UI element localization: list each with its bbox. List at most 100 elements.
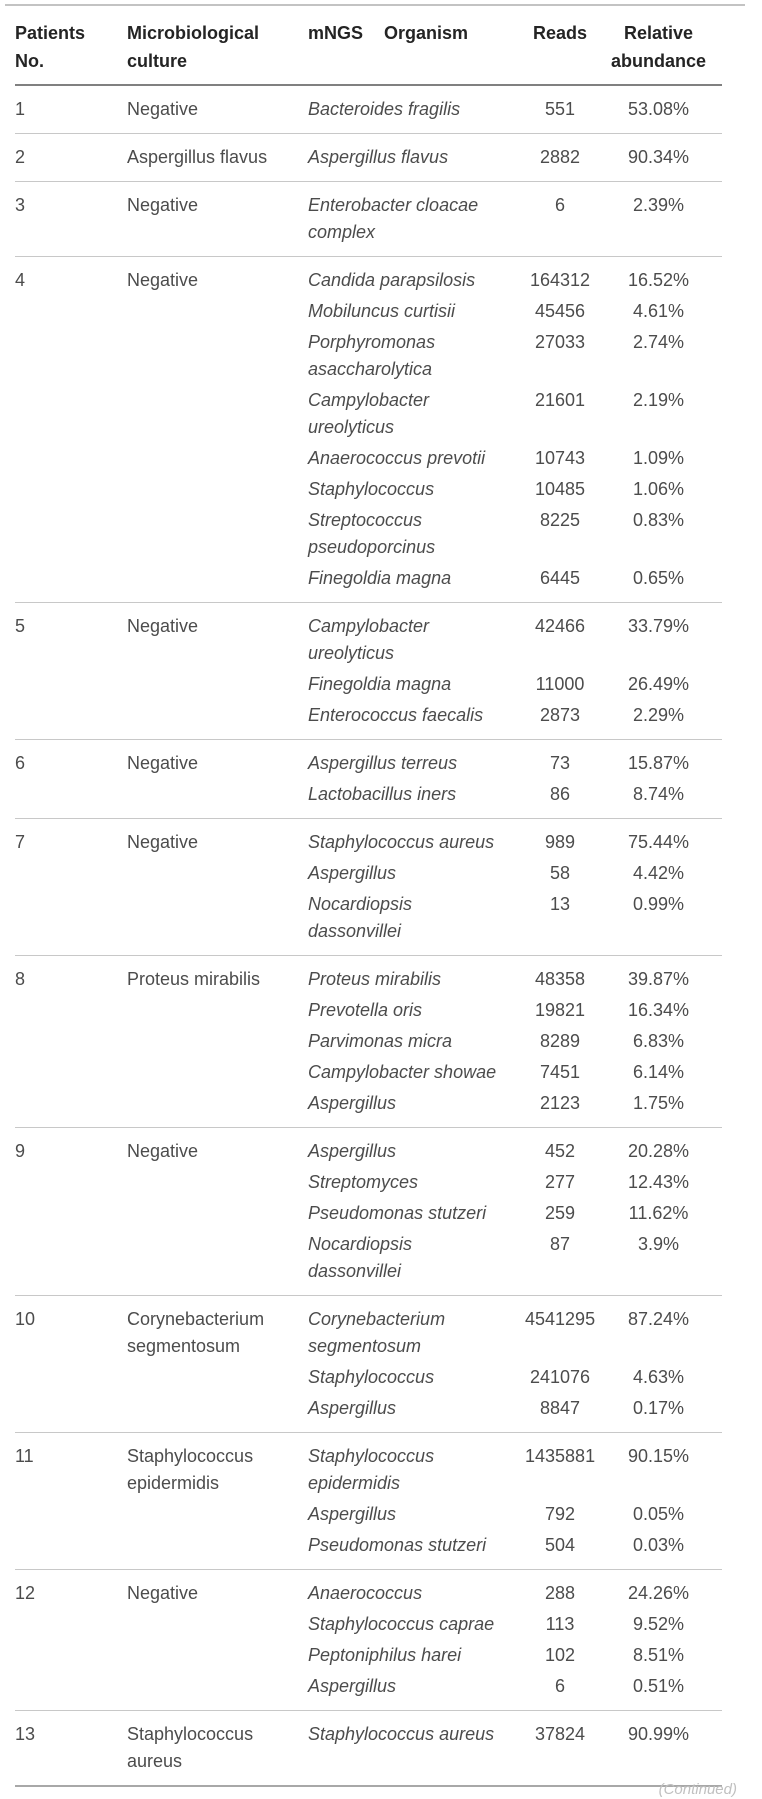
organism-name: Streptomyces	[308, 1172, 419, 1192]
abundance-value: 90.34%	[627, 147, 690, 167]
organism-row: Finegoldia magna 6445 0.65%	[308, 565, 722, 592]
abundance-value: 75.44%	[627, 832, 690, 852]
reads-value: 2882	[539, 147, 581, 167]
abundance-value: 4.63%	[632, 1367, 685, 1387]
organism-name: Nocardiopsis dassonvillei	[308, 894, 413, 941]
organism-list: Enterobacter cloacae complex 6 2.39%	[308, 192, 722, 246]
organism-row: Lactobacillus iners 86 8.74%	[308, 781, 722, 808]
organism-list: Corynebacterium segmentosum 4541295 87.2…	[308, 1306, 722, 1422]
patient-number: 3	[15, 195, 26, 215]
organism-list: Aspergillus terreus 73 15.87% Lactobacil…	[308, 750, 722, 808]
organism-name: Prevotella oris	[308, 1000, 423, 1020]
organism-name: Aspergillus	[308, 1676, 397, 1696]
abundance-value: 3.9%	[637, 1234, 680, 1254]
patient-number: 7	[15, 832, 26, 852]
patient-number: 11	[15, 1446, 34, 1466]
patient-row-group: 6 Negative Aspergillus terreus 73 15.87%…	[15, 740, 722, 819]
reads-value: 288	[544, 1583, 576, 1603]
culture-result: Staphylococcus aureus	[127, 1724, 254, 1771]
reads-value: 87	[549, 1234, 571, 1254]
organism-row: Campylobacter showae 7451 6.14%	[308, 1059, 722, 1086]
abundance-value: 0.17%	[632, 1398, 685, 1418]
patient-number: 12	[15, 1583, 36, 1603]
organism-list: Candida parapsilosis 164312 16.52% Mobil…	[308, 267, 722, 592]
organism-row: Streptococcus pseudoporcinus 8225 0.83%	[308, 507, 722, 561]
reads-value: 277	[544, 1172, 576, 1192]
patient-row-group: 3 Negative Enterobacter cloacae complex …	[15, 182, 722, 257]
reads-value: 551	[544, 99, 576, 119]
abundance-value: 33.79%	[627, 616, 690, 636]
organism-name: Aspergillus	[308, 863, 397, 883]
organism-row: Aspergillus flavus 2882 90.34%	[308, 144, 722, 171]
organism-list: Aspergillus 452 20.28% Streptomyces 277 …	[308, 1138, 722, 1285]
reads-value: 37824	[534, 1724, 586, 1744]
abundance-value: 16.52%	[627, 270, 690, 290]
reads-value: 48358	[534, 969, 586, 989]
reads-value: 8289	[539, 1031, 581, 1051]
abundance-value: 2.19%	[632, 390, 685, 410]
organism-name: Aspergillus	[308, 1398, 397, 1418]
reads-value: 42466	[534, 616, 586, 636]
organism-list: Campylobacter ureolyticus 42466 33.79% F…	[308, 613, 722, 729]
patient-row-group: 9 Negative Aspergillus 452 20.28% Strept…	[15, 1128, 722, 1296]
abundance-value: 16.34%	[627, 1000, 690, 1020]
reads-value: 19821	[534, 1000, 586, 1020]
organism-row: Parvimonas micra 8289 6.83%	[308, 1028, 722, 1055]
culture-result: Proteus mirabilis	[127, 969, 261, 989]
abundance-value: 2.29%	[632, 705, 685, 725]
reads-value: 4541295	[525, 1309, 596, 1329]
organism-name: Anaerococcus	[308, 1583, 423, 1603]
organism-row: Porphyromonas asaccharolytica 27033 2.74…	[308, 329, 722, 383]
organism-row: Aspergillus terreus 73 15.87%	[308, 750, 722, 777]
reads-value: 504	[544, 1535, 576, 1555]
reads-value: 21601	[534, 390, 586, 410]
organism-name: Lactobacillus iners	[308, 784, 457, 804]
reads-value: 8225	[539, 510, 581, 530]
organism-name: Aspergillus terreus	[308, 753, 458, 773]
abundance-value: 90.15%	[627, 1446, 690, 1466]
abundance-value: 4.61%	[632, 301, 685, 321]
culture-result: Negative	[127, 1583, 199, 1603]
organism-row: Pseudomonas stutzeri 259 11.62%	[308, 1200, 722, 1227]
col-header-culture: Microbiological culture	[127, 23, 260, 71]
col-header-patients-no: Patients No.	[15, 23, 86, 71]
culture-result: Negative	[127, 270, 199, 290]
patient-number: 5	[15, 616, 26, 636]
organism-name: Streptococcus pseudoporcinus	[308, 510, 436, 557]
abundance-value: 8.51%	[632, 1645, 685, 1665]
organism-row: Staphylococcus aureus 37824 90.99%	[308, 1721, 722, 1748]
organism-row: Staphylococcus epidermidis 1435881 90.15…	[308, 1443, 722, 1497]
abundance-value: 9.52%	[632, 1614, 685, 1634]
abundance-value: 0.05%	[632, 1504, 685, 1524]
patient-row-group: 13 Staphylococcus aureus Staphylococcus …	[15, 1711, 722, 1787]
organism-name: Enterobacter cloacae complex	[308, 195, 479, 242]
abundance-value: 87.24%	[627, 1309, 690, 1329]
organism-name: Campylobacter showae	[308, 1062, 497, 1082]
reads-value: 8847	[539, 1398, 581, 1418]
culture-result: Negative	[127, 99, 199, 119]
reads-value: 73	[549, 753, 571, 773]
abundance-value: 12.43%	[627, 1172, 690, 1192]
abundance-value: 0.51%	[632, 1676, 685, 1696]
culture-result: Negative	[127, 832, 199, 852]
reads-value: 164312	[529, 270, 591, 290]
organism-row: Staphylococcus 10485 1.06%	[308, 476, 722, 503]
reads-value: 113	[545, 1614, 575, 1634]
organism-name: Finegoldia magna	[308, 568, 452, 588]
abundance-value: 6.83%	[632, 1031, 685, 1051]
organism-name: Proteus mirabilis	[308, 969, 442, 989]
patient-number: 8	[15, 969, 26, 989]
col-header-relative-abundance: Relative abundance	[610, 23, 707, 71]
abundance-value: 6.14%	[632, 1062, 685, 1082]
organism-name: Peptoniphilus harei	[308, 1645, 462, 1665]
col-header-reads: Reads	[532, 23, 588, 43]
reads-value: 86	[549, 784, 571, 804]
table-header-row: Patients No. Microbiological culture mNG…	[15, 8, 722, 86]
organism-name: Enterococcus faecalis	[308, 705, 484, 725]
organism-name: Aspergillus	[308, 1093, 397, 1113]
reads-value: 2873	[539, 705, 581, 725]
organism-list: Aspergillus flavus 2882 90.34%	[308, 144, 722, 171]
reads-value: 45456	[534, 301, 586, 321]
patient-number: 2	[15, 147, 26, 167]
organism-row: Anaerococcus 288 24.26%	[308, 1580, 722, 1607]
